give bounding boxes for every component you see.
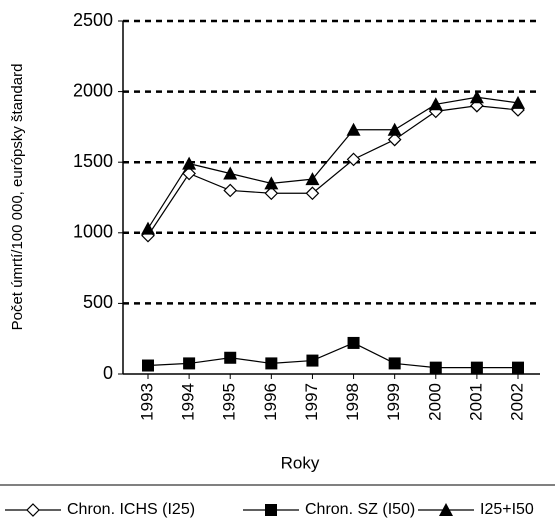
data-point: [428, 97, 443, 111]
y-tick-label: 1500: [73, 151, 113, 171]
data-point: [182, 156, 197, 170]
data-point: [470, 361, 483, 374]
y-tick-label: 500: [83, 292, 113, 312]
x-tick-label: 2001: [466, 383, 485, 421]
data-point: [264, 176, 279, 190]
x-tick-label: 1996: [261, 383, 280, 421]
data-point: [346, 122, 361, 136]
legend-marker: [26, 503, 40, 517]
data-point: [223, 166, 238, 180]
data-point: [141, 221, 155, 235]
data-point: [183, 357, 196, 370]
data-point: [388, 357, 401, 370]
series-line: [147, 105, 519, 236]
x-tick-label: 1993: [137, 383, 156, 421]
legend-label: Chron. SZ (I50): [305, 501, 415, 518]
x-tick-label: 1997: [302, 383, 321, 421]
data-point: [429, 361, 442, 374]
data-point: [305, 186, 320, 201]
data-point: [387, 132, 402, 147]
data-point: [512, 361, 524, 374]
data-point: [264, 186, 279, 201]
data-point: [142, 359, 154, 372]
y-tick-label: 2000: [73, 80, 113, 100]
x-axis-title: Roky: [281, 453, 320, 472]
data-point: [265, 357, 278, 370]
legend-label: Chron. ICHS (I25): [67, 501, 195, 518]
series-line: [147, 342, 518, 369]
data-point: [387, 122, 402, 136]
y-axis-title: Počet úmrtí/100 000, európsky štandard: [9, 64, 26, 331]
y-tick-label: 0: [103, 363, 113, 383]
x-tick-label: 1999: [384, 383, 403, 421]
legend-label: I25+I50: [480, 501, 534, 518]
series-line: [147, 96, 519, 229]
legend-marker: [265, 504, 277, 516]
data-point: [306, 354, 319, 367]
data-point: [346, 152, 361, 167]
x-tick-label: 1995: [220, 383, 239, 421]
data-point: [223, 183, 238, 198]
data-point: [511, 95, 525, 109]
x-tick-label: 2002: [507, 383, 526, 421]
legend-marker: [439, 503, 453, 516]
data-point: [305, 172, 320, 186]
x-tick-label: 2000: [425, 383, 444, 421]
data-point: [347, 336, 360, 349]
data-point: [469, 90, 484, 104]
y-tick-label: 1000: [73, 222, 113, 242]
x-tick-label: 1998: [343, 383, 362, 421]
y-tick-label: 2500: [73, 10, 113, 30]
data-point: [224, 351, 237, 364]
data-point: [182, 166, 196, 181]
x-tick-label: 1994: [179, 383, 198, 421]
